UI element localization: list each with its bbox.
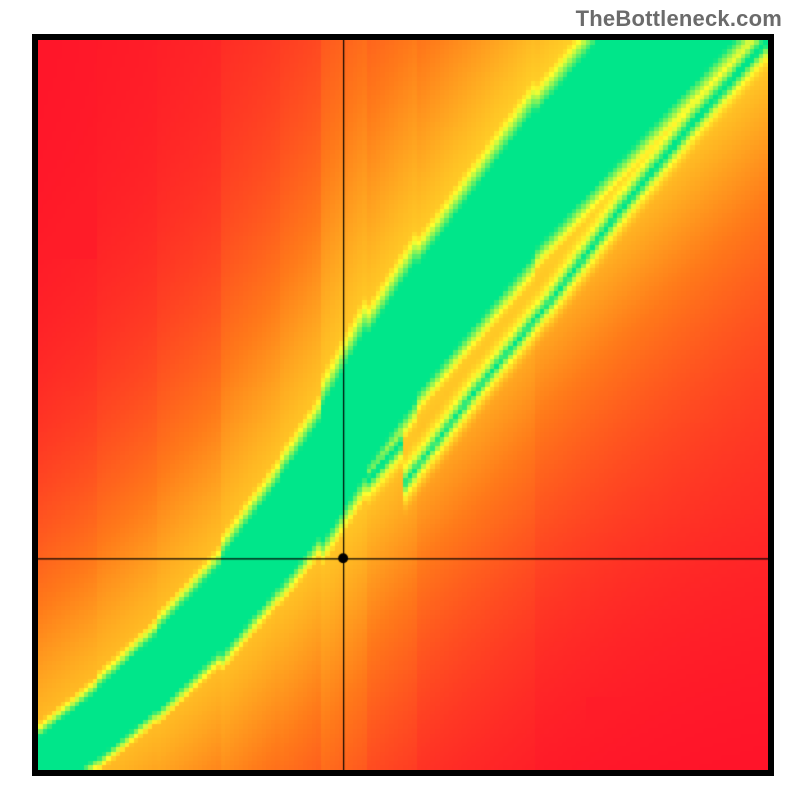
plot-frame	[32, 34, 774, 776]
watermark-text: TheBottleneck.com	[576, 6, 782, 32]
chart-container: TheBottleneck.com	[0, 0, 800, 800]
heatmap-canvas	[38, 40, 768, 770]
